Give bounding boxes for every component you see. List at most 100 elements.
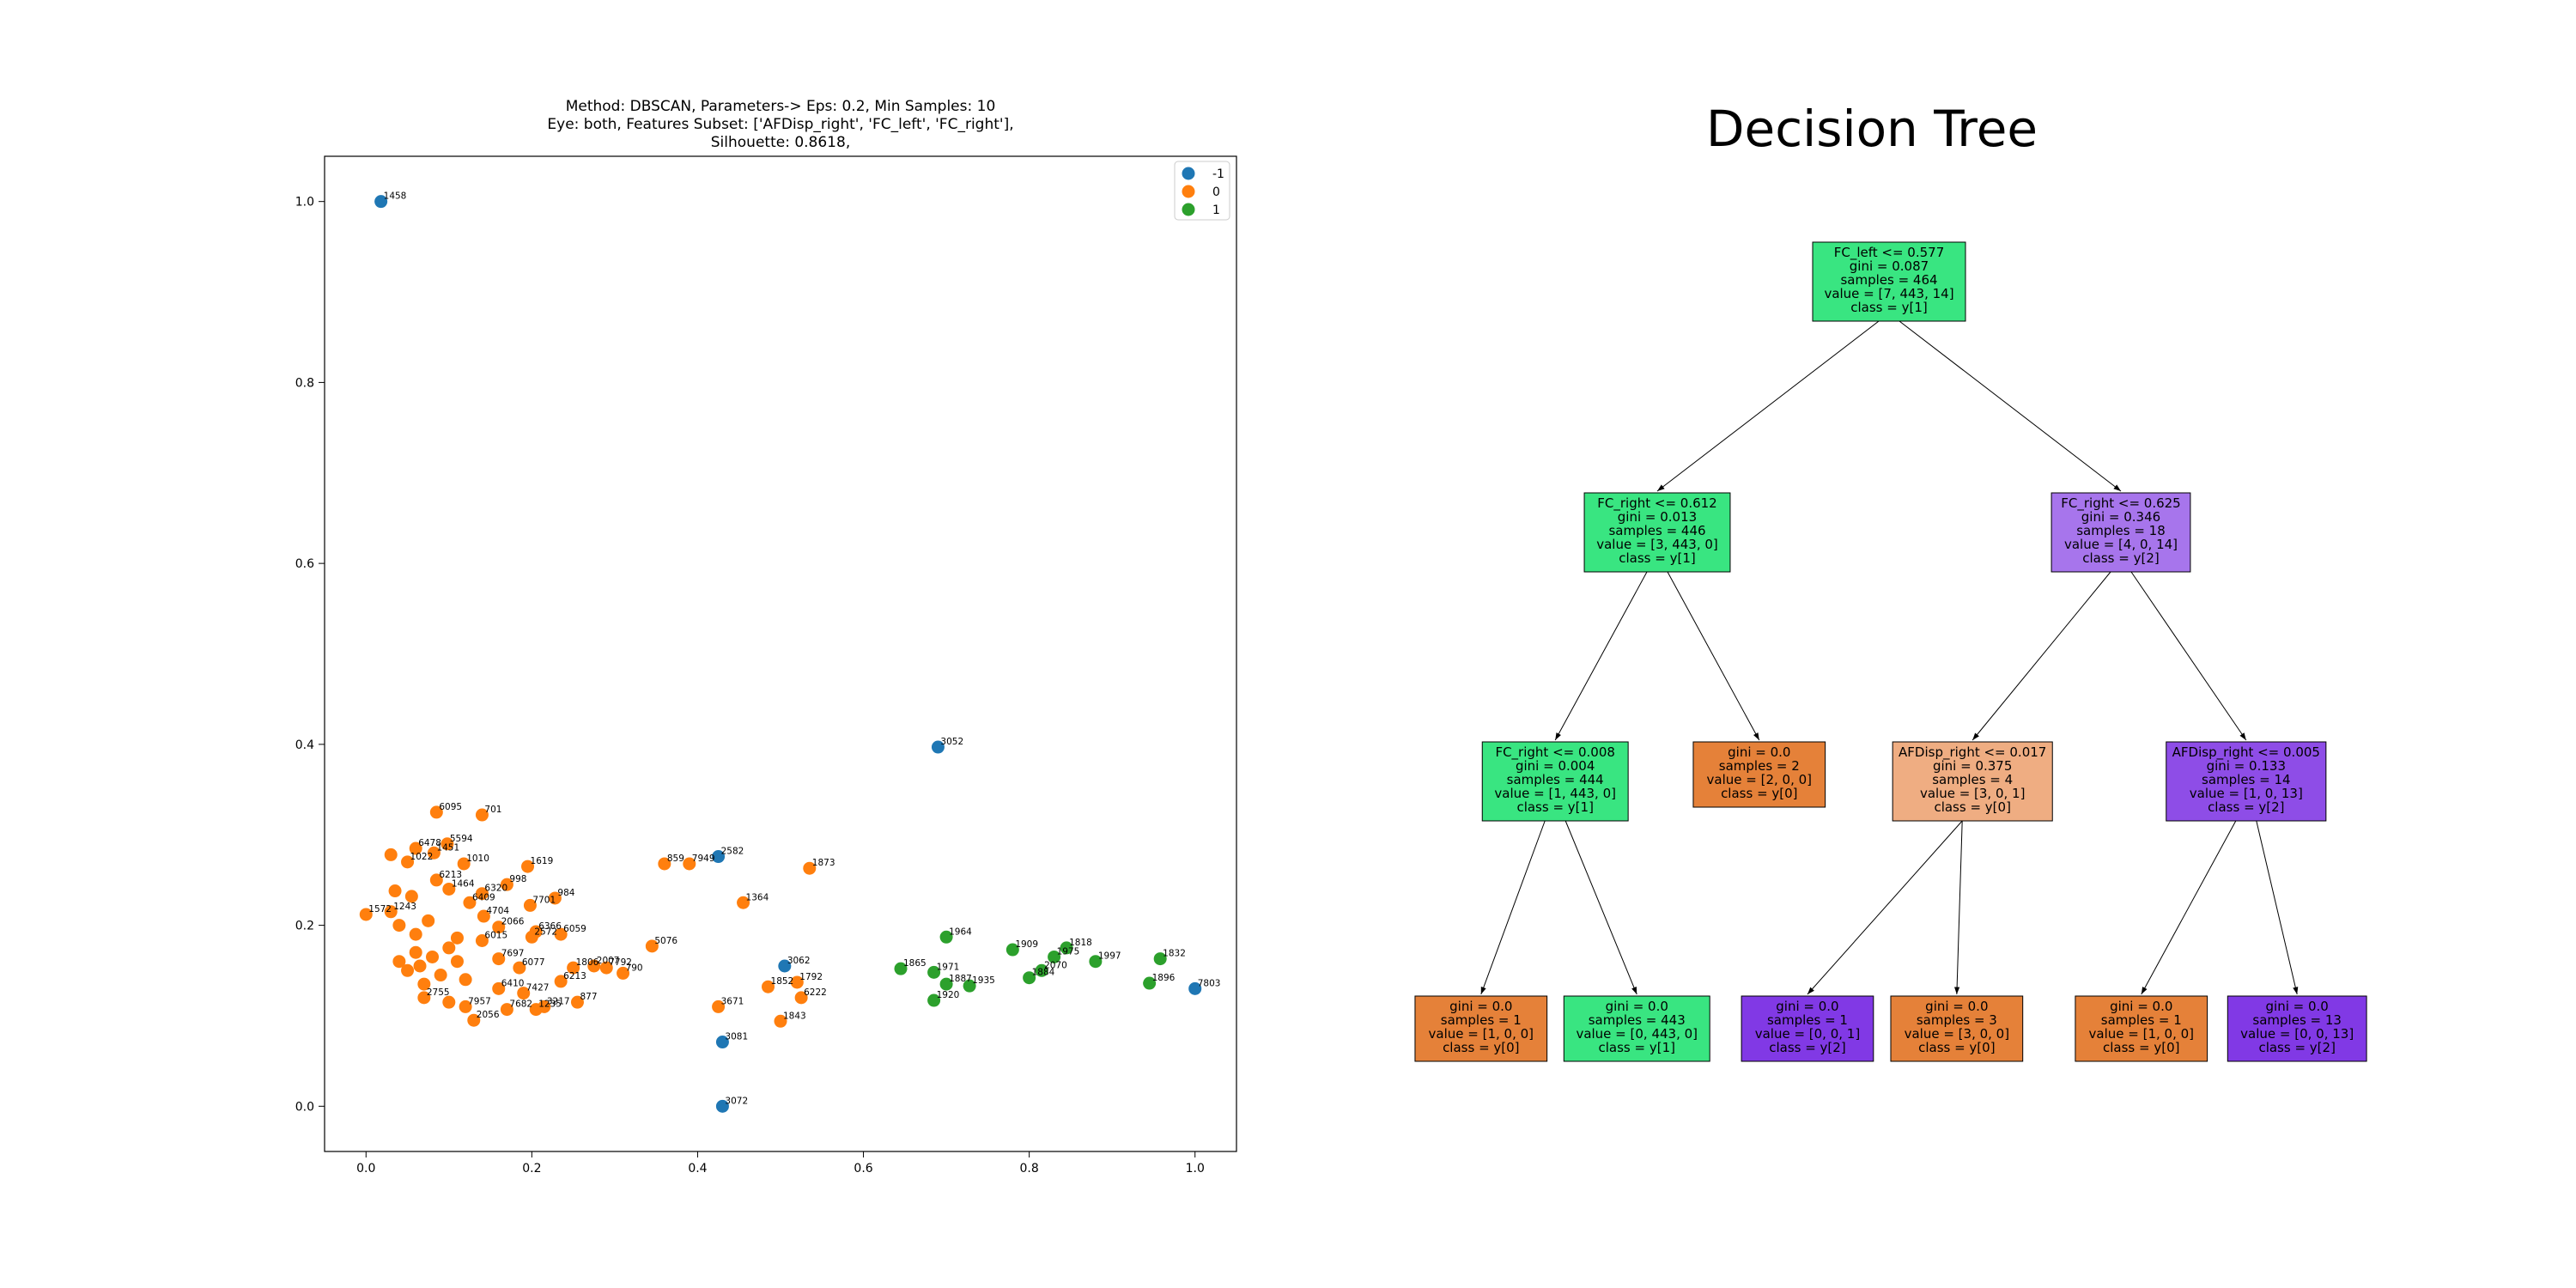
tree-edge — [1899, 320, 2122, 492]
scatter-point — [683, 857, 696, 871]
point-label: 1964 — [949, 927, 972, 937]
point-label: 6478 — [418, 838, 441, 848]
tree-node-line: class = y[0] — [1443, 1040, 1519, 1055]
point-label: 1852 — [771, 976, 794, 987]
tree-node-line: value = [4, 0, 14] — [2064, 537, 2178, 552]
scatter-point — [463, 896, 477, 909]
x-tick-label: 0.2 — [522, 1162, 541, 1176]
point-label: 6077 — [522, 957, 545, 968]
scatter-point — [492, 952, 506, 966]
point-label: 859 — [667, 854, 684, 864]
scatter-point — [658, 857, 671, 871]
scatter-point — [429, 873, 443, 887]
tree-node-line: class = y[2] — [2258, 1040, 2335, 1055]
point-label: 7792 — [609, 957, 632, 968]
scatter-points — [359, 195, 1202, 1113]
scatter-point — [459, 999, 472, 1013]
scatter-point — [715, 1099, 729, 1113]
scatter-point — [409, 927, 422, 941]
tree-node-line: class = y[1] — [1619, 550, 1695, 566]
point-label: 6410 — [501, 978, 525, 988]
tree-node-line: samples = 443 — [1589, 1012, 1686, 1028]
tree-node-line: gini = 0.0 — [1728, 744, 1790, 760]
tree-node-box — [1812, 241, 1966, 322]
point-label: 6320 — [484, 884, 507, 894]
tree-node-line: value = [1, 0, 13] — [2190, 786, 2303, 801]
x-tick-label: 0.8 — [1020, 1162, 1039, 1176]
x-tick-label: 0.4 — [688, 1162, 707, 1176]
tree-node-line: gini = 0.133 — [2207, 758, 2286, 774]
scatter-title-line: Method: DBSCAN, Parameters-> Eps: 0.2, M… — [566, 98, 996, 115]
tree-node-line: class = y[0] — [1918, 1040, 1995, 1055]
scatter-point — [384, 848, 398, 861]
point-label: 1971 — [937, 962, 960, 972]
scatter-point — [762, 980, 775, 993]
tree-edge — [1667, 571, 1760, 741]
point-label: 1920 — [937, 990, 960, 1000]
point-label: 2066 — [501, 917, 525, 927]
point-label: 998 — [509, 874, 526, 884]
tree-edge — [1554, 571, 1648, 741]
point-label: 877 — [580, 992, 597, 1002]
tree-node-box — [1563, 995, 1710, 1062]
tree-edge-arrow — [1631, 987, 1637, 994]
tree-node-line: gini = 0.346 — [2081, 509, 2160, 525]
scatter-point — [409, 945, 422, 959]
point-label: 1806 — [576, 957, 599, 968]
y-tick-label: 0.0 — [295, 1100, 314, 1114]
scatter-point — [492, 981, 506, 995]
point-label: 6095 — [439, 802, 462, 812]
point-label: 6015 — [484, 931, 507, 941]
tree-node-box — [1892, 741, 2053, 822]
point-label: 1843 — [783, 1011, 806, 1021]
tree-edge — [2141, 820, 2237, 995]
scatter-point — [359, 908, 373, 921]
legend-label: 0 — [1212, 185, 1220, 199]
y-tick-label: 1.0 — [295, 196, 314, 210]
point-label: 2007 — [597, 956, 620, 966]
scatter-point — [645, 939, 659, 953]
y-tick-label: 0.2 — [295, 920, 314, 933]
scatter-point — [790, 975, 804, 989]
tree-edge-arrow — [2141, 987, 2148, 994]
scatter-point — [401, 855, 415, 869]
scatter-point — [417, 977, 431, 991]
point-label: 2572 — [534, 927, 557, 937]
tree-node-line: value = [3, 443, 0] — [1596, 537, 1718, 552]
scatter-point — [570, 995, 584, 1009]
scatter-point — [715, 1036, 729, 1049]
tree-node-line: gini = 0.0 — [1776, 999, 1838, 1014]
tree-edge — [2256, 820, 2298, 995]
scatter-point — [401, 963, 415, 977]
tree-node-line: class = y[1] — [1850, 300, 1927, 315]
scatter-point — [517, 987, 531, 1000]
scatter-point — [794, 991, 808, 1005]
point-label: 3062 — [787, 956, 811, 966]
point-label: 7427 — [526, 983, 550, 993]
tree-edge — [1971, 571, 2111, 741]
tree-node-box — [2075, 995, 2208, 1062]
tree-edge-arrow — [2293, 987, 2299, 994]
tree-node-line: samples = 464 — [1840, 272, 1937, 288]
legend-label: -1 — [1212, 167, 1224, 181]
scatter-point — [525, 930, 538, 944]
scatter-axes-frame — [324, 155, 1237, 1152]
point-label: 984 — [557, 888, 574, 898]
x-tick-label: 0.6 — [854, 1162, 872, 1176]
tree-node-line: class = y[0] — [2103, 1040, 2179, 1055]
point-label: 1865 — [903, 958, 927, 969]
scatter-point — [475, 887, 489, 901]
tree-node-line: value = [1, 443, 0] — [1494, 786, 1616, 801]
tree-node-line: gini = 0.0 — [2110, 999, 2172, 1014]
tree-edge-arrow — [1972, 732, 1979, 740]
scatter-point — [931, 740, 945, 754]
point-label: 6059 — [563, 924, 586, 934]
tree-node-line: samples = 13 — [2252, 1012, 2342, 1028]
tree-node-line: gini = 0.013 — [1618, 509, 1697, 525]
point-label: 1884 — [1032, 968, 1055, 978]
point-label: 4704 — [486, 906, 509, 916]
scatter-point — [434, 969, 447, 982]
